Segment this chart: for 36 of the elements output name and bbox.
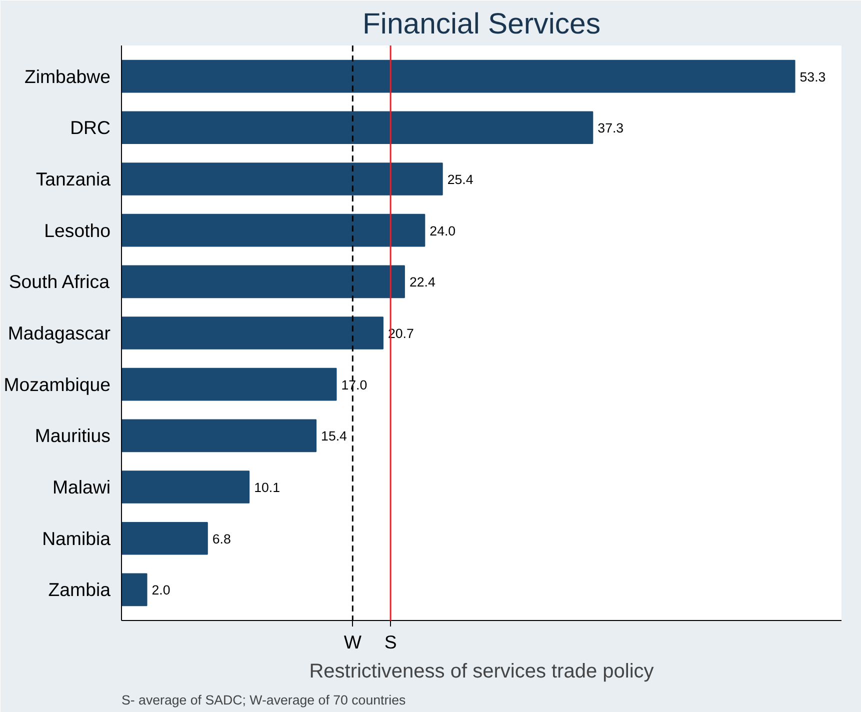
bar [122, 368, 337, 401]
bar [122, 316, 384, 350]
data-label: 10.1 [254, 480, 280, 496]
bar [122, 522, 208, 555]
bar [122, 111, 594, 144]
y-tick-label: Malawi [52, 476, 111, 498]
data-label: 25.4 [447, 172, 474, 187]
bar [122, 265, 405, 298]
y-tick-label: Namibia [42, 528, 112, 549]
y-tick-label: Tanzania [36, 168, 112, 190]
data-label: 6.8 [212, 531, 231, 546]
bar [122, 470, 250, 504]
y-tick-label: Mozambique [4, 374, 111, 395]
bar [122, 60, 796, 93]
data-label: 24.0 [430, 223, 456, 238]
y-tick-label: Zambia [48, 579, 112, 600]
bar [122, 162, 443, 196]
chart-title: Financial Services [362, 8, 600, 40]
ref-line-label: W [344, 632, 362, 652]
y-tick-label: Lesotho [44, 220, 110, 241]
data-label: 15.4 [321, 428, 348, 444]
y-tick-label: DRC [70, 117, 111, 138]
text: S- average of SADC; W-average of 70 countries [122, 692, 406, 708]
data-label: 37.3 [598, 120, 624, 136]
data-label: 2.0 [152, 582, 170, 598]
bar [122, 214, 426, 247]
bar [122, 573, 148, 606]
y-tick-label: South Africa [8, 271, 110, 292]
data-label: 53.3 [800, 69, 826, 84]
data-label: 22.4 [409, 274, 436, 290]
ref-line-label: S [384, 632, 397, 652]
y-tick-label: Zimbabwe [24, 66, 111, 87]
x-axis-title: Restrictiveness of services trade policy [309, 660, 654, 682]
y-tick-label: Madagascar [8, 322, 111, 344]
y-tick-label: Mauritius [34, 425, 111, 446]
bar [122, 419, 317, 452]
